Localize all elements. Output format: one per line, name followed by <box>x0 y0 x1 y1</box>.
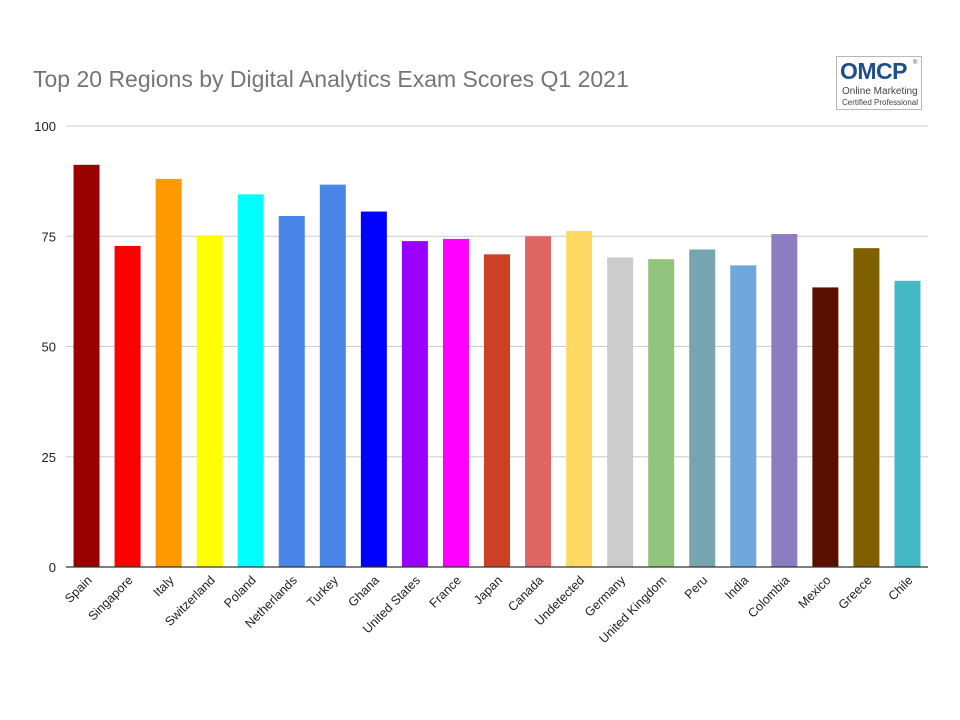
logo-registered-mark: ® <box>913 60 918 66</box>
x-category-label: Poland <box>221 573 258 610</box>
bar <box>484 254 510 567</box>
bar <box>442 238 469 567</box>
bar <box>812 287 839 567</box>
bar <box>689 249 716 568</box>
x-category-label: Mexico <box>796 573 834 611</box>
bar <box>114 245 141 567</box>
y-tick-label: 50 <box>42 340 56 355</box>
x-category-label: Italy <box>151 573 178 600</box>
bar <box>237 194 264 568</box>
logo-tagline-line2: Certified Professional <box>842 98 919 107</box>
bar <box>853 248 880 568</box>
bar <box>278 215 305 568</box>
x-category-label: Ghana <box>346 573 382 609</box>
bar <box>360 211 387 567</box>
bar <box>319 184 346 567</box>
bar <box>196 235 223 568</box>
x-category-label: Colombia <box>745 573 792 620</box>
logo-tagline-line1: Online Marketing <box>842 86 918 97</box>
x-category-label: Peru <box>682 573 711 602</box>
chart-title: Top 20 Regions by Digital Analytics Exam… <box>33 66 629 92</box>
x-category-label: France <box>427 573 464 610</box>
y-tick-label: 0 <box>49 560 56 575</box>
bar <box>894 280 921 567</box>
x-category-label: Canada <box>505 573 546 614</box>
y-tick-label: 25 <box>42 450 56 465</box>
x-category-label: India <box>722 573 751 602</box>
bar <box>648 259 675 567</box>
bar <box>566 230 593 567</box>
y-tick-label: 75 <box>42 229 56 244</box>
bar <box>525 236 552 567</box>
x-category-label: Japan <box>471 573 505 607</box>
bar <box>401 241 428 567</box>
x-category-label: Spain <box>62 573 95 606</box>
bar <box>607 257 634 567</box>
x-category-label: Singapore <box>85 573 135 623</box>
logo-wordmark: OMCP <box>840 58 908 84</box>
omcp-logo: OMCP ® Online Marketing Certified Profes… <box>836 56 922 110</box>
x-category-label: Greece <box>836 573 875 612</box>
y-tick-label: 100 <box>34 119 56 134</box>
x-category-label: Chile <box>886 573 916 603</box>
bar <box>73 164 100 568</box>
bar <box>730 265 757 567</box>
bar <box>155 178 182 568</box>
x-category-label: Turkey <box>304 573 341 610</box>
bar <box>771 234 798 568</box>
